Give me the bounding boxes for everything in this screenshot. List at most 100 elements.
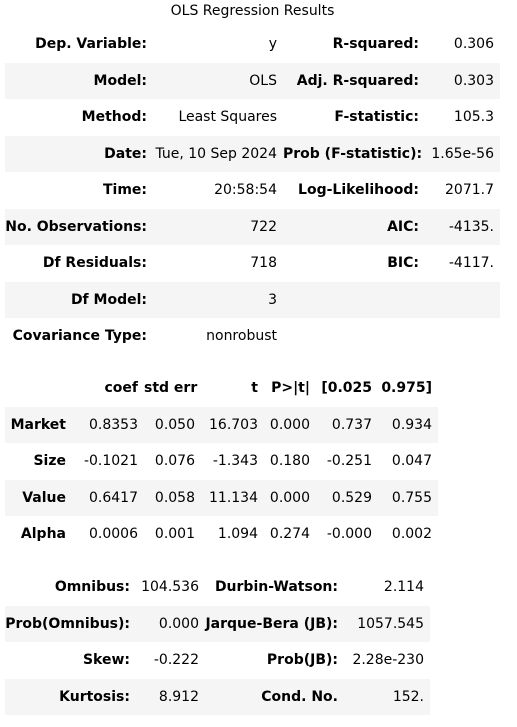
coefficient-value: 11.134: [209, 489, 258, 506]
coefficient-value: 0.047: [391, 453, 432, 470]
header-row: coef std err t P>|t| [0.025 0.975]: [5, 370, 438, 407]
stat-label: Kurtosis:: [59, 688, 130, 705]
diagnostic-row: Omnibus: 104.536 Durbin-Watson: 2.114: [5, 569, 430, 606]
coefficient-value: 0.050: [154, 416, 195, 433]
coefficient-value: 0.8353: [89, 416, 138, 433]
summary-table: Dep. Variable: y R-squared: 0.306 Model: OLS A…: [5, 26, 500, 355]
stat-value: y: [268, 36, 277, 53]
stat-value: 20:58:54: [214, 182, 277, 199]
stat-value: 105.3: [453, 109, 494, 126]
stat-label: Prob (F-statistic):: [283, 145, 423, 162]
stat-value: 2.28e-230: [352, 652, 424, 669]
stat-label: Durbin-Watson:: [214, 579, 338, 596]
column-header: t: [251, 380, 258, 397]
coefficient-value: 0.058: [154, 489, 195, 506]
coefficient-value: -0.1021: [83, 453, 138, 470]
summary-row: Df Model: 3: [5, 281, 500, 319]
coefficient-row: Value 0.6417 0.058 11.134 0.000 0.529 0.755: [5, 479, 438, 516]
diagnostic-row: Skew: -0.222 Prob(JB): 2.28e-230: [5, 642, 430, 679]
coefficient-value: 0.737: [331, 416, 372, 433]
stat-label: Model:: [93, 72, 147, 89]
summary-row: Df Residuals: 718 BIC: -4117.: [5, 245, 500, 282]
stat-label: Dep. Variable:: [35, 36, 147, 53]
diagnostics-table: Omnibus: 104.536 Durbin-Watson: 2.114 Prob(O…: [5, 569, 430, 715]
summary-row: Method: Least Squares F-statistic: 105.3: [5, 99, 500, 136]
empty-cell: [283, 282, 425, 319]
coefficient-value: 0.000: [269, 416, 310, 433]
coefficient-value: 0.755: [391, 489, 432, 506]
variable-name: Alpha: [20, 526, 66, 543]
stat-label: F-statistic:: [334, 109, 419, 126]
summary-row: Date: Tue, 10 Sep 2024 Prob (F-statistic):…: [5, 135, 500, 172]
stat-label: Prob(Omnibus):: [5, 615, 130, 632]
stat-label: Cond. No.: [261, 688, 338, 705]
empty-cell: [283, 318, 425, 355]
diagnostic-row: Prob(Omnibus): 0.000 Jarque-Bera (JB): 1057…: [5, 605, 430, 642]
empty-cell: [425, 318, 500, 355]
coefficient-value: 0.0006: [89, 526, 138, 543]
caption: OLS Regression Results: [170, 3, 335, 19]
coefficient-row: Market 0.8353 0.050 16.703 0.000 0.737 0.934: [5, 406, 438, 443]
stat-label: Df Residuals:: [42, 255, 147, 272]
coefficient-row: Size -0.1021 0.076 -1.343 0.180 -0.251 0.047: [5, 443, 438, 480]
summary-row: Dep. Variable: y R-squared: 0.306: [5, 26, 500, 63]
empty-cell: [5, 370, 72, 407]
coefficient-value: 0.274: [269, 526, 310, 543]
column-header: 0.975]: [381, 380, 432, 397]
stat-value: 722: [250, 218, 277, 235]
stat-label: Df Model:: [70, 291, 147, 308]
stat-label: R-squared:: [332, 36, 419, 53]
stat-label: Covariance Type:: [12, 328, 147, 345]
coefficient-value: 0.6417: [89, 489, 138, 506]
stat-value: -0.222: [153, 652, 199, 669]
stat-label: Date:: [104, 145, 147, 162]
variable-name: Size: [33, 453, 66, 470]
summary-row: No. Observations: 722 AIC: -4135.: [5, 208, 500, 245]
stat-value: -4117.: [448, 255, 494, 272]
coefficient-value: 0.529: [331, 489, 372, 506]
stat-value: Tue, 10 Sep 2024: [155, 145, 277, 162]
stat-value: 718: [250, 255, 277, 272]
coefficient-value: 0.934: [391, 416, 432, 433]
coefficient-value: 1.094: [217, 526, 258, 543]
variable-name: Market: [10, 416, 66, 433]
coefficient-row: Alpha 0.0006 0.001 1.094 0.274 -0.000 0.002: [5, 516, 438, 553]
stat-value: 1057.545: [357, 615, 424, 632]
stat-label: Log-Likelihood:: [298, 182, 419, 199]
column-header: std err: [144, 380, 198, 397]
stat-label: Jarque-Bera (JB):: [205, 615, 338, 632]
stat-value: 8.912: [158, 688, 199, 705]
coefficient-value: -0.000: [326, 526, 372, 543]
coefficient-value: 0.001: [154, 526, 195, 543]
stat-label: Skew:: [82, 652, 130, 669]
stat-value: 104.536: [141, 579, 199, 596]
variable-name: Value: [22, 489, 66, 506]
coefficient-value: 0.180: [269, 453, 310, 470]
summary-row: Time: 20:58:54 Log-Likelihood: 2071.7: [5, 172, 500, 209]
column-header: P>|t|: [271, 380, 310, 397]
stat-value: nonrobust: [206, 328, 277, 345]
stat-label: BIC:: [387, 255, 419, 272]
coefficient-value: -1.343: [212, 453, 258, 470]
stat-value: 2071.7: [445, 182, 494, 199]
stat-value: -4135.: [448, 218, 494, 235]
stat-value: OLS: [249, 72, 277, 89]
summary-row: Model: OLS Adj. R-squared: 0.303: [5, 62, 500, 99]
stat-value: 2.114: [383, 579, 424, 596]
stat-value: 152.: [392, 688, 424, 705]
coefficient-value: 0.000: [269, 489, 310, 506]
stat-value: 0.306: [453, 36, 494, 53]
stat-value: 0.303: [453, 72, 494, 89]
column-header: coef: [104, 380, 138, 397]
stat-value: Least Squares: [178, 109, 277, 126]
stat-label: Adj. R-squared:: [296, 72, 419, 89]
stat-label: Prob(JB):: [266, 652, 338, 669]
column-header: [0.025: [321, 380, 372, 397]
stat-label: Time:: [102, 182, 147, 199]
stat-label: No. Observations:: [5, 218, 147, 235]
stat-label: Omnibus:: [54, 579, 130, 596]
stat-value: 1.65e-56: [431, 145, 494, 162]
coefficients-table: coef std err t P>|t| [0.025 0.975] Market 0.835…: [5, 370, 438, 553]
coefficient-value: -0.251: [326, 453, 372, 470]
stat-value: 0.000: [158, 615, 199, 632]
